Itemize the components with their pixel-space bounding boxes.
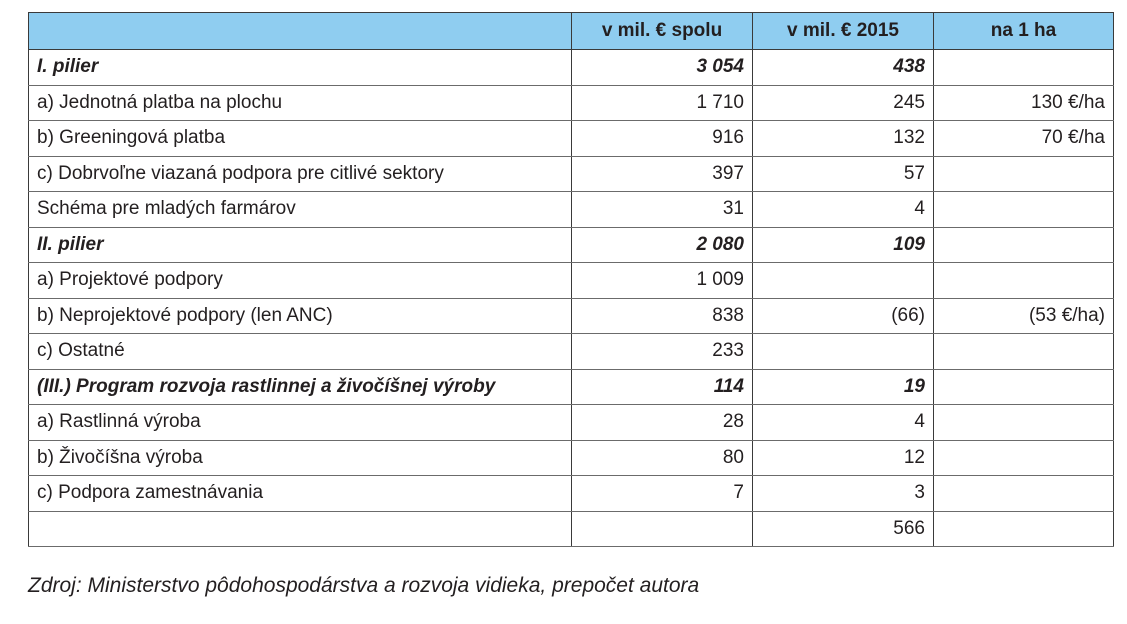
table-row: 566 [28, 510, 1114, 547]
table-row: Schéma pre mladých farmárov 31 4 [28, 191, 1114, 228]
row-per-hectare-cell [933, 368, 1114, 405]
row-2015-cell: 19 [752, 368, 934, 405]
row-2015-cell: (66) [752, 297, 934, 334]
row-total-cell [571, 510, 753, 547]
row-2015-cell: 4 [752, 191, 934, 228]
row-total-cell: 1 009 [571, 262, 753, 299]
row-total-cell: 1 710 [571, 84, 753, 121]
row-total-cell: 80 [571, 439, 753, 476]
table-row: a) Jednotná platba na plochu 1 710 245 130 … [28, 84, 1114, 121]
row-2015-cell: 438 [752, 49, 934, 86]
row-label-cell: b) Neprojektové podpory (len ANC) [28, 297, 572, 334]
row-label-cell: c) Podpora zamestnávania [28, 475, 572, 512]
table-section-row: (III.) Program rozvoja rastlinnej a živo… [28, 368, 1114, 405]
row-total-cell: 28 [571, 404, 753, 441]
table-row: c) Dobrvoľne viazaná podpora pre citlivé… [28, 155, 1114, 192]
subsidy-table: v mil. € spolu v mil. € 2015 na 1 ha I. … [28, 12, 1114, 547]
table-section-row: I. pilier 3 054 438 [28, 49, 1114, 86]
table-row: c) Ostatné 233 [28, 333, 1114, 370]
row-total-cell: 31 [571, 191, 753, 228]
table-row: b) Živočíšna výroba 80 12 [28, 439, 1114, 476]
row-total-cell: 838 [571, 297, 753, 334]
row-per-hectare-cell: (53 €/ha) [933, 297, 1114, 334]
row-2015-cell: 132 [752, 120, 934, 157]
row-per-hectare-cell [933, 191, 1114, 228]
row-2015-cell: 3 [752, 475, 934, 512]
row-label-cell [28, 510, 572, 547]
row-per-hectare-cell [933, 439, 1114, 476]
header-row: v mil. € spolu v mil. € 2015 na 1 ha [28, 12, 1114, 50]
header-total-column: v mil. € spolu [571, 12, 753, 50]
row-per-hectare-cell [933, 475, 1114, 512]
row-2015-cell: 57 [752, 155, 934, 192]
row-label-cell: b) Greeningová platba [28, 120, 572, 157]
table-body: I. pilier 3 054 438 a) Jednotná platba na p… [28, 49, 1114, 547]
row-2015-cell: 109 [752, 226, 934, 263]
row-total-cell: 114 [571, 368, 753, 405]
table-header: v mil. € spolu v mil. € 2015 na 1 ha [28, 12, 1114, 50]
table-section-row: II. pilier 2 080 109 [28, 226, 1114, 263]
row-per-hectare-cell: 130 €/ha [933, 84, 1114, 121]
row-2015-cell [752, 333, 934, 370]
row-label-cell: a) Jednotná platba na plochu [28, 84, 572, 121]
table-row: b) Neprojektové podpory (len ANC) 838 (66)… [28, 297, 1114, 334]
row-label-cell: I. pilier [28, 49, 572, 86]
table-row: a) Projektové podpory 1 009 [28, 262, 1114, 299]
row-total-cell: 3 054 [571, 49, 753, 86]
row-per-hectare-cell [933, 510, 1114, 547]
header-2015-column: v mil. € 2015 [752, 12, 934, 50]
header-label-column [28, 12, 572, 50]
row-2015-cell: 245 [752, 84, 934, 121]
table-row: a) Rastlinná výroba 28 4 [28, 404, 1114, 441]
row-2015-cell: 12 [752, 439, 934, 476]
row-label-cell: (III.) Program rozvoja rastlinnej a živo… [28, 368, 572, 405]
row-per-hectare-cell [933, 155, 1114, 192]
row-total-cell: 397 [571, 155, 753, 192]
row-per-hectare-cell [933, 49, 1114, 86]
row-per-hectare-cell [933, 404, 1114, 441]
row-total-cell: 2 080 [571, 226, 753, 263]
table-row: b) Greeningová platba 916 132 70 €/ha [28, 120, 1114, 157]
row-total-cell: 233 [571, 333, 753, 370]
source-note: Zdroj: Ministerstvo pôdohospodárstva a r… [28, 574, 700, 597]
row-2015-cell [752, 262, 934, 299]
row-label-cell: II. pilier [28, 226, 572, 263]
row-label-cell: a) Projektové podpory [28, 262, 572, 299]
table-row: c) Podpora zamestnávania 7 3 [28, 475, 1114, 512]
row-per-hectare-cell [933, 333, 1114, 370]
row-per-hectare-cell [933, 226, 1114, 263]
row-2015-cell: 566 [752, 510, 934, 547]
row-total-cell: 916 [571, 120, 753, 157]
row-label-cell: b) Živočíšna výroba [28, 439, 572, 476]
header-per-hectare-column: na 1 ha [933, 12, 1114, 50]
row-per-hectare-cell [933, 262, 1114, 299]
row-2015-cell: 4 [752, 404, 934, 441]
row-total-cell: 7 [571, 475, 753, 512]
row-label-cell: c) Dobrvoľne viazaná podpora pre citlivé… [28, 155, 572, 192]
row-label-cell: Schéma pre mladých farmárov [28, 191, 572, 228]
row-label-cell: a) Rastlinná výroba [28, 404, 572, 441]
row-per-hectare-cell: 70 €/ha [933, 120, 1114, 157]
row-label-cell: c) Ostatné [28, 333, 572, 370]
